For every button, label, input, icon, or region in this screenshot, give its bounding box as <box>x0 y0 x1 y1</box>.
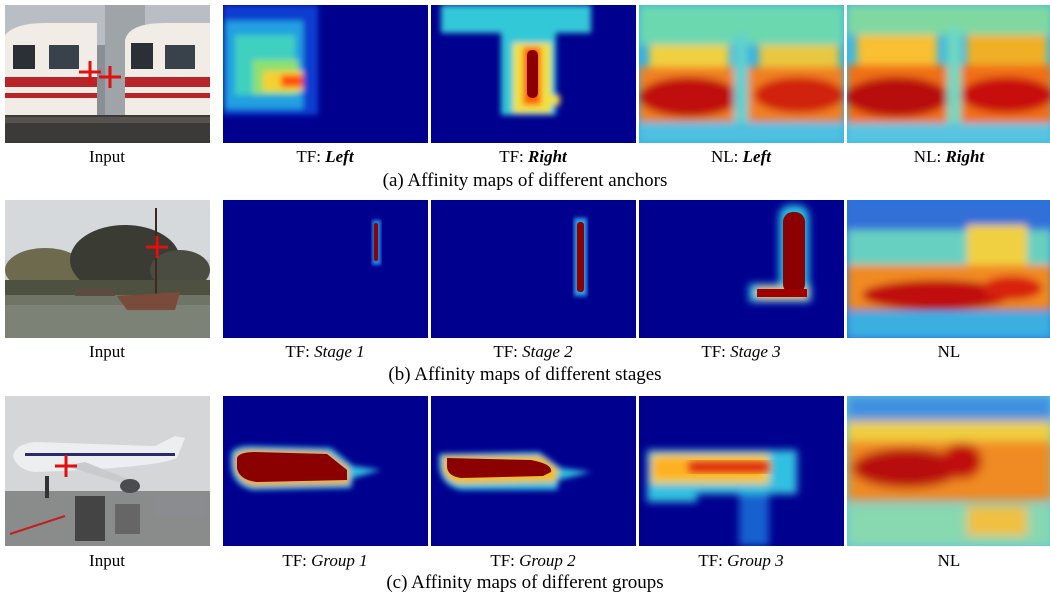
input-image-airplane <box>5 396 210 546</box>
label-input-a: Input <box>89 147 125 166</box>
tf-group-3-affinity-map <box>639 396 844 546</box>
anchor-marker-right <box>99 66 121 88</box>
label-nl-b: NL <box>937 342 961 361</box>
label-input-b: Input <box>89 342 125 361</box>
label-input-c: Input <box>89 551 125 570</box>
caption-c: (c) Affinity maps of different groups <box>386 572 664 593</box>
caption-b: (b) Affinity maps of different stages <box>388 364 662 385</box>
label-nl-c: NL <box>937 551 961 570</box>
label-tf-stage-2: TF: Stage 2 <box>493 342 573 361</box>
label-tf-stage-3: TF: Stage 3 <box>701 342 781 361</box>
anchor-marker <box>55 455 77 477</box>
input-image-boat <box>5 200 210 338</box>
nl-affinity-map-b <box>847 200 1050 338</box>
nl-right-affinity-map <box>847 5 1050 143</box>
label-nl-left: NL: Left <box>711 147 771 166</box>
tf-group-1-affinity-map <box>223 396 428 546</box>
label-tf-right: TF: Right <box>499 147 567 166</box>
caption-a: (a) Affinity maps of different anchors <box>382 170 668 191</box>
label-tf-group-1: TF: Group 1 <box>282 551 368 570</box>
anchor-marker-left <box>79 61 101 83</box>
tf-stage-1-affinity-map <box>223 200 428 338</box>
tf-stage-2-affinity-map <box>431 200 636 338</box>
label-tf-left: TF: Left <box>296 147 354 166</box>
label-nl-right: NL: Right <box>913 147 985 166</box>
tf-stage-3-affinity-map <box>639 200 844 338</box>
label-tf-stage-1: TF: Stage 1 <box>285 342 365 361</box>
label-tf-group-2: TF: Group 2 <box>490 551 576 570</box>
tf-right-affinity-map <box>431 5 636 143</box>
nl-affinity-map-c <box>847 396 1050 546</box>
label-tf-group-3: TF: Group 3 <box>698 551 784 570</box>
tf-group-2-affinity-map <box>431 396 636 546</box>
nl-left-affinity-map <box>639 5 844 143</box>
anchor-marker <box>146 236 168 258</box>
tf-left-affinity-map <box>223 5 428 143</box>
input-image-train <box>5 5 210 143</box>
